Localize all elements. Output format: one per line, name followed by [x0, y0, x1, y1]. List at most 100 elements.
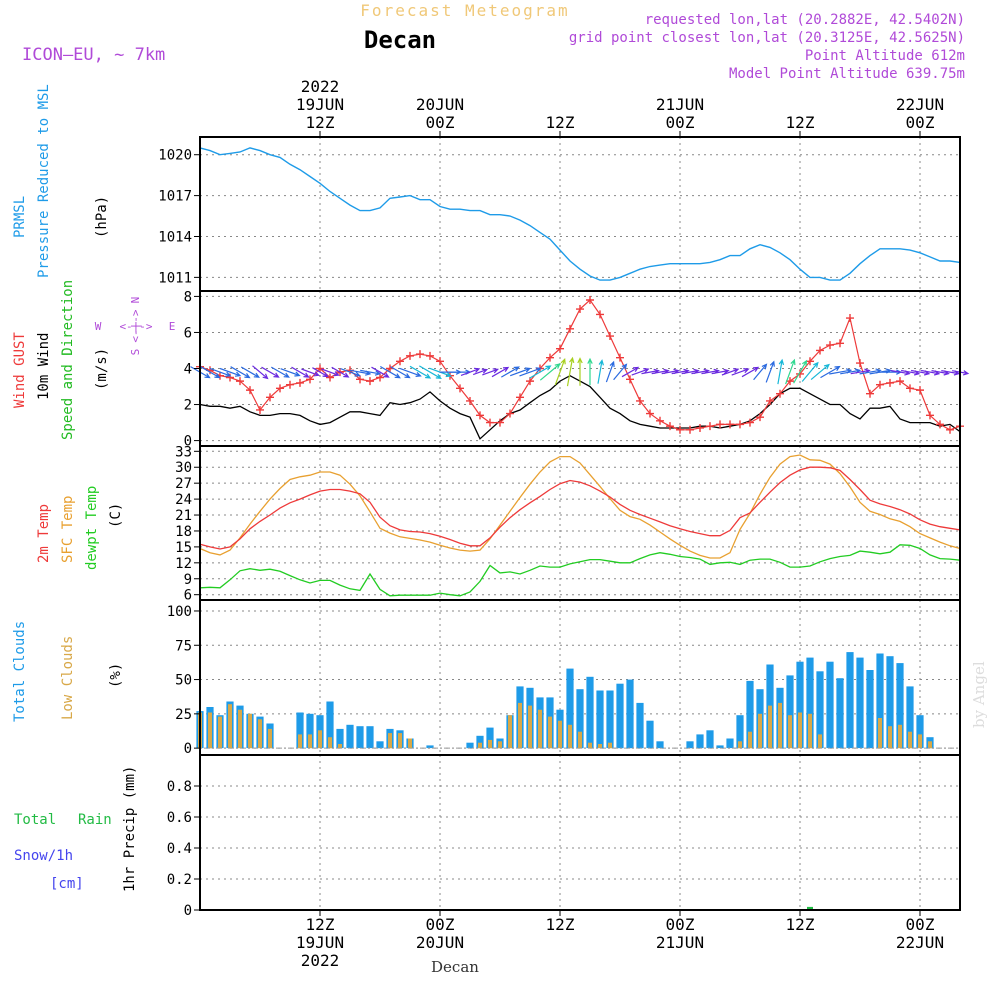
total-cloud-bar — [856, 657, 864, 749]
total-cloud-bar — [896, 663, 904, 749]
gust-marker — [596, 310, 604, 319]
wind-direction-arrow — [753, 363, 768, 381]
x-tick-label-bottom: 2022 — [301, 951, 340, 970]
y-tick-label: 0.2 — [167, 872, 192, 888]
gust-marker — [846, 314, 854, 323]
wind-direction-arrow — [399, 367, 422, 377]
sfc-temp-title: SFC Temp — [60, 496, 76, 563]
y-tick-label: 50 — [175, 673, 192, 689]
y-tick-label: 18 — [175, 524, 192, 540]
total-cloud-bar — [326, 701, 334, 749]
wind-direction-arrow — [312, 367, 329, 378]
low-cloud-bar — [498, 741, 502, 749]
gust-marker — [656, 416, 664, 425]
gust-marker — [516, 393, 524, 402]
y-tick-label: 1020 — [158, 148, 192, 164]
wind-unit: (m/s) — [94, 348, 110, 390]
wind-direction-arrow — [829, 368, 853, 375]
y-tick-label: 0 — [184, 903, 192, 919]
low-cloud-bar — [328, 737, 332, 749]
low-cloud-bar — [908, 731, 912, 749]
gust-marker — [496, 418, 504, 427]
gust-marker — [766, 396, 774, 405]
total-cloud-bar — [686, 741, 694, 749]
gust-marker — [726, 420, 734, 429]
low-cloud-bar — [778, 702, 782, 749]
y-tick-label: 2 — [184, 398, 192, 414]
wind-direction-arrow — [566, 356, 575, 387]
x-tick-label-top: 2022 — [301, 77, 340, 96]
low-cloud-bar — [318, 730, 322, 749]
low-cloud-bar — [248, 713, 252, 749]
total-cloud-bar — [586, 676, 594, 749]
gust-marker — [566, 324, 574, 333]
low-cloud-bar — [878, 718, 882, 749]
gust-marker — [486, 418, 494, 427]
low-cloud-bar — [488, 739, 492, 749]
low-cloud-bar — [258, 719, 262, 749]
wind-direction-arrow — [631, 368, 650, 376]
gust-marker — [906, 384, 914, 393]
gust-marker — [266, 393, 274, 402]
wind-direction-arrow — [472, 368, 489, 376]
wind-direction-arrow — [621, 366, 640, 378]
y-tick-label: 100 — [167, 604, 192, 620]
y-tick-label: 75 — [175, 638, 192, 654]
low-cloud-bar — [558, 720, 562, 749]
low-cloud-bar — [478, 742, 482, 749]
gust-marker — [806, 357, 814, 366]
low-cloud-bar — [298, 734, 302, 749]
total-cloud-bar — [876, 653, 884, 749]
panel-frame — [199, 754, 961, 911]
gust-marker — [576, 305, 584, 314]
wind-direction-arrow — [777, 358, 785, 385]
gust-marker — [246, 386, 254, 395]
low-cloud-bar — [518, 702, 522, 749]
total-cloud-bar — [566, 668, 574, 749]
gust-marker — [666, 422, 674, 431]
gust-marker — [616, 353, 624, 362]
y-tick-label: 27 — [175, 476, 192, 492]
wind-direction-arrow — [519, 367, 542, 377]
gust-marker — [916, 386, 924, 395]
point-altitude: Point Altitude 612m — [805, 48, 965, 64]
y-tick-label: 6 — [184, 588, 192, 604]
wind-direction-arrow — [460, 367, 481, 376]
prmsl-line — [199, 147, 961, 281]
wind-direction-arrow — [597, 359, 604, 384]
wind-direction-arrow — [240, 366, 261, 378]
y-tick-label: 25 — [175, 707, 192, 723]
wind-direction-arrow — [721, 368, 740, 376]
wind-direction-arrow — [291, 366, 310, 378]
low-clouds-title: Low Clouds — [60, 636, 76, 720]
wind-direction-arrow — [390, 366, 411, 379]
gust-marker — [626, 375, 634, 384]
gust-marker — [736, 420, 744, 429]
total-cloud-bar — [426, 745, 434, 749]
axes-layer: 1011101410171020024686912151821242730330… — [158, 77, 944, 970]
gust-marker — [306, 375, 314, 384]
wind-direction-arrow — [785, 358, 796, 385]
total-cloud-bar — [746, 680, 754, 749]
low-cloud-bar — [738, 741, 742, 749]
total-cloud-bar — [816, 671, 824, 749]
gust-marker — [476, 411, 484, 420]
gust-marker — [556, 344, 564, 353]
y-tick-label: 0.8 — [167, 779, 192, 795]
y-tick-label: 6 — [184, 325, 192, 341]
y-tick-label: 0 — [184, 434, 192, 450]
wind-compass: N S W E <-|-> <-|-> — [95, 297, 176, 356]
low-cloud-bar — [798, 712, 802, 749]
low-cloud-bar — [508, 715, 512, 749]
left-titles: PRMSL Pressure Reduced to MSL (hPa) Wind… — [12, 84, 138, 892]
low-cloud-bar — [398, 733, 402, 749]
gust-marker — [686, 425, 694, 434]
gust-marker — [816, 346, 824, 355]
low-cloud-bar — [538, 709, 542, 749]
low-cloud-bar — [548, 716, 552, 749]
wind-direction-arrow — [331, 366, 350, 378]
wind-direction-arrow — [252, 365, 269, 380]
total-cloud-bar — [306, 713, 314, 749]
total-cloud-bar — [796, 661, 804, 749]
